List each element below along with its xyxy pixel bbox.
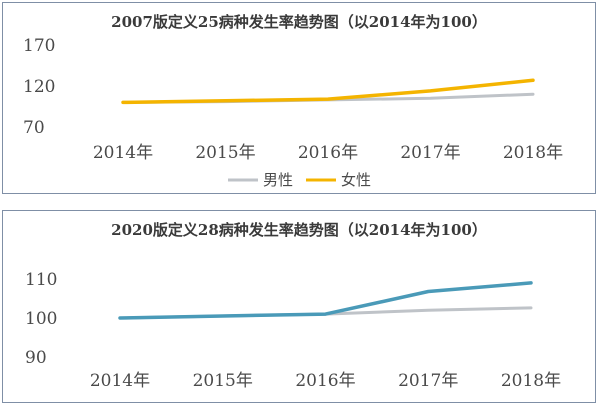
c1-y-tick-label: 170	[23, 36, 55, 56]
c1-x-tick-label: 2014年	[93, 143, 153, 163]
c2-x-tick-label: 2018年	[501, 371, 561, 391]
c1-x-tick-label: 2015年	[195, 143, 255, 163]
chart-panel-2020: 2020版定义28病种发生率趋势图（以2014年为100） 110 100 90 2…	[2, 210, 596, 403]
legend-label-male: 男性	[263, 171, 293, 189]
chart-2020-title: 2020版定义28病种发生率趋势图（以2014年为100）	[111, 221, 487, 239]
c1-x-tick-label: 2018年	[503, 143, 563, 163]
chart-2007-svg: 2007版定义25病种发生率趋势图（以2014年为100） 170 120 70 2…	[23, 13, 563, 189]
legend-label-female: 女性	[341, 171, 371, 189]
c1-x-tick-label: 2017年	[400, 143, 460, 163]
chart-2007-title: 2007版定义25病种发生率趋势图（以2014年为100）	[111, 13, 487, 31]
c2-y-tick-label: 100	[25, 309, 57, 329]
c2-y-tick-label: 110	[25, 270, 57, 290]
c2-x-tick-label: 2016年	[295, 371, 355, 391]
chart-panel-2007: 2007版定义25病种发生率趋势图（以2014年为100） 170 120 70 2…	[2, 2, 596, 194]
c1-y-tick-label: 120	[23, 77, 55, 97]
c2-x-tick-label: 2014年	[90, 371, 150, 391]
c2-x-tick-label: 2017年	[398, 371, 458, 391]
c1-series-line-1	[121, 78, 535, 105]
c2-x-tick-label: 2015年	[193, 371, 253, 391]
chart-2020-svg: 2020版定义28病种发生率趋势图（以2014年为100） 110 100 90 2…	[25, 221, 561, 391]
c2-series-line-1	[118, 281, 533, 320]
c2-y-tick-label: 90	[25, 348, 47, 368]
c1-x-tick-label: 2016年	[298, 143, 358, 163]
c1-y-tick-label: 70	[23, 118, 45, 138]
